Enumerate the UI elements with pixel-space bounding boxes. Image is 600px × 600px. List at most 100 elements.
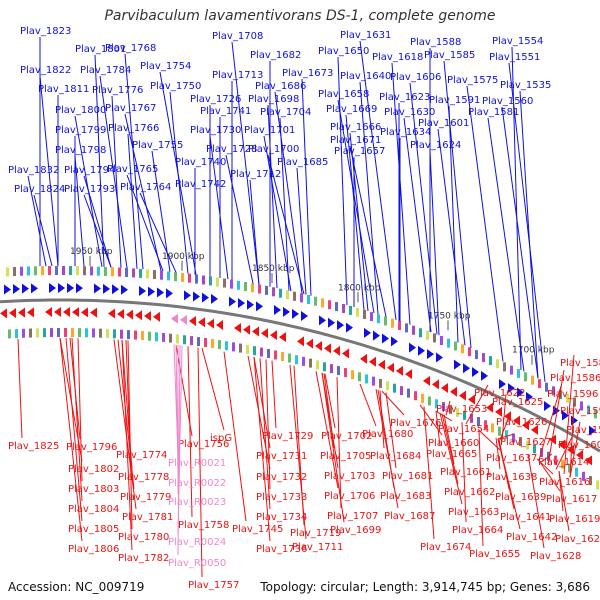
forward-leader-line xyxy=(111,95,122,268)
reverse-leader-line xyxy=(265,359,271,490)
reverse-gene-label: Plav_1626 xyxy=(496,417,547,428)
reverse-gene-arrow xyxy=(171,313,178,324)
forward-gene-label: Plav_1554 xyxy=(492,36,543,47)
forward-leader-line xyxy=(487,117,525,372)
forward-gene-arrow xyxy=(391,336,398,347)
reverse-feature-bar xyxy=(288,353,291,363)
reverse-gene-label: Plav_1802 xyxy=(68,464,119,475)
reverse-feature-bar xyxy=(155,332,158,342)
forward-gene-arrow xyxy=(337,320,344,331)
forward-feature-bar xyxy=(90,266,93,276)
reverse-gene-label: Plav_1653 xyxy=(436,404,487,415)
rna-gene-label: Plav_R0021 xyxy=(168,458,226,469)
forward-gene-label: Plav_1666 xyxy=(330,122,381,133)
reverse-leader-line xyxy=(253,356,271,542)
forward-feature-bar xyxy=(349,305,352,315)
forward-gene-label: Plav_1601 xyxy=(418,118,469,129)
reverse-feature-bar xyxy=(43,328,46,338)
reverse-gene-arrow xyxy=(342,348,349,359)
forward-leader-line xyxy=(267,104,278,289)
reverse-leader-line xyxy=(547,369,565,465)
forward-gene-label: Plav_1671 xyxy=(330,135,381,146)
reverse-gene-arrow xyxy=(207,318,214,329)
reverse-gene-arrow xyxy=(198,317,205,328)
reverse-feature-bar xyxy=(337,366,340,376)
forward-leader-line xyxy=(349,145,387,317)
forward-feature-bar xyxy=(335,302,338,312)
forward-gene-label: Plav_1686 xyxy=(255,81,306,92)
forward-leader-line xyxy=(409,82,438,335)
forward-gene-arrow xyxy=(283,306,290,317)
forward-gene-arrow xyxy=(121,284,128,295)
forward-gene-arrow xyxy=(346,322,353,333)
reverse-feature-bar xyxy=(211,339,214,349)
forward-leader-line xyxy=(443,60,472,348)
reverse-gene-label: Plav_1734 xyxy=(256,512,307,523)
reverse-gene-arrow xyxy=(558,439,565,450)
reverse-leader-line xyxy=(324,373,336,429)
reverse-feature-bar xyxy=(589,476,592,486)
reverse-feature-bar xyxy=(365,374,368,384)
reverse-gene-label: Plav_1616 xyxy=(539,477,590,488)
rna-leader-line xyxy=(177,345,183,535)
reverse-leader-line xyxy=(499,413,511,440)
reverse-gene-arrow xyxy=(126,309,133,320)
reverse-gene-arrow xyxy=(243,324,250,335)
forward-leader-line xyxy=(99,75,128,269)
reverse-leader-line xyxy=(197,347,203,578)
reverse-feature-bar xyxy=(575,467,578,477)
forward-feature-bar xyxy=(97,266,100,276)
forward-gene-label: Plav_1685 xyxy=(277,157,328,168)
rna-gene-label: Plav_R0024 xyxy=(168,537,226,548)
reverse-feature-bar xyxy=(22,328,25,338)
reverse-gene-arrow xyxy=(90,307,97,318)
reverse-gene-arrow xyxy=(441,383,448,394)
kbp-label: 1900 kbp xyxy=(162,252,205,262)
reverse-leader-line xyxy=(127,340,133,530)
reverse-leader-line xyxy=(259,358,271,510)
reverse-gene-label: Plav_1641 xyxy=(500,512,551,523)
reverse-gene-label: Plav_1733 xyxy=(256,492,307,503)
reverse-gene-label: Plav_1628 xyxy=(530,551,581,562)
forward-gene-label: Plav_1713 xyxy=(212,70,263,81)
forward-feature-bar xyxy=(496,359,499,369)
reverse-gene-label: Plav_1758 xyxy=(178,520,229,531)
forward-feature-bar xyxy=(545,382,548,392)
reverse-gene-label: Plav_1711 xyxy=(292,542,343,553)
forward-gene-label: Plav_1634 xyxy=(380,127,431,138)
forward-gene-arrow xyxy=(499,378,506,389)
kbp-label: 1750 kbp xyxy=(428,311,471,321)
reverse-gene-label: Plav_1707 xyxy=(327,511,378,522)
forward-feature-bar xyxy=(83,266,86,276)
forward-gene-label: Plav_1801 xyxy=(75,44,126,55)
reverse-feature-bar xyxy=(491,423,494,433)
forward-gene-label: Plav_1728 xyxy=(206,144,257,155)
reverse-leader-line xyxy=(541,453,553,462)
reverse-leader-line xyxy=(113,339,137,510)
forward-feature-bar xyxy=(146,269,149,279)
forward-gene-arrow xyxy=(184,290,191,301)
reverse-gene-arrow xyxy=(495,406,502,417)
reverse-leader-line xyxy=(527,453,545,549)
reverse-gene-label: Plav_1778 xyxy=(118,472,169,483)
forward-gene-arrow xyxy=(373,330,380,341)
forward-leader-line xyxy=(359,40,397,320)
forward-feature-bar xyxy=(69,266,72,276)
reverse-gene-arrow xyxy=(45,307,52,318)
reverse-feature-bar xyxy=(29,328,32,338)
forward-gene-arrow xyxy=(22,283,29,294)
kbp-label: 1800 kbp xyxy=(338,283,381,293)
reverse-leader-line xyxy=(461,422,467,523)
reverse-feature-bar xyxy=(260,347,263,357)
reverse-gene-label: Plav_1732 xyxy=(256,472,307,483)
forward-feature-bar xyxy=(419,328,422,338)
reverse-leader-line xyxy=(17,338,23,439)
reverse-feature-bar xyxy=(400,386,403,396)
forward-gene-label: Plav_1754 xyxy=(140,61,191,72)
reverse-leader-line xyxy=(253,356,271,449)
forward-gene-label: Plav_1591 xyxy=(429,95,480,106)
forward-gene-label: Plav_1832 xyxy=(8,165,59,176)
reverse-leader-line xyxy=(538,385,562,461)
forward-feature-bar xyxy=(223,278,226,288)
